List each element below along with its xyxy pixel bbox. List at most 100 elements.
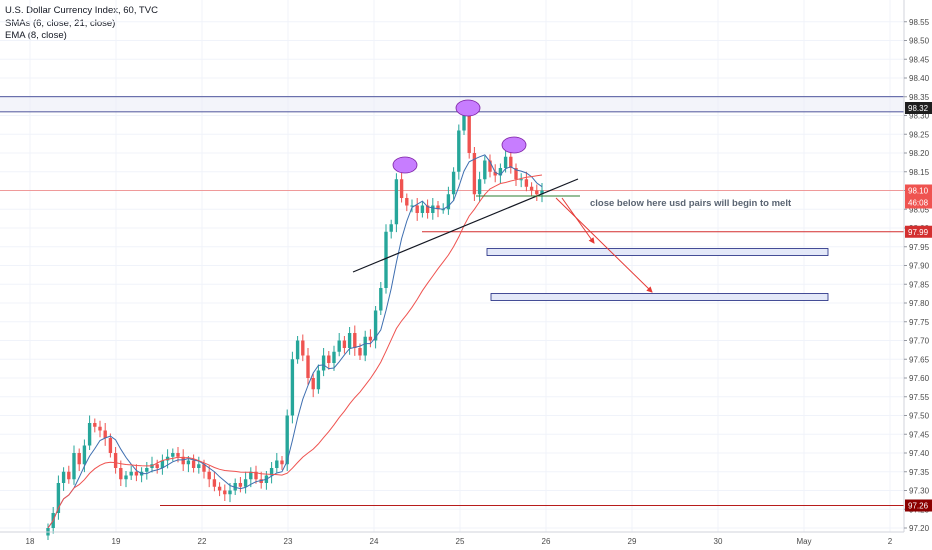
x-tick-label: 25	[456, 537, 465, 546]
drawings[interactable]: close below here usd pairs will begin to…	[352, 99, 792, 293]
candle-body	[425, 205, 430, 213]
candle-body	[134, 471, 139, 476]
candle-body	[82, 445, 87, 465]
candle-body	[509, 156, 513, 168]
legend-ema: EMA (8, close)	[5, 30, 67, 41]
y-tick-label: 98.15	[909, 168, 930, 177]
candle-body	[212, 479, 217, 487]
chart-legend: U.S. Dollar Currency Index, 60, TVC SMAs…	[5, 5, 158, 43]
candles	[46, 104, 544, 540]
moving-averages	[47, 154, 543, 529]
y-tick-label: 97.55	[909, 393, 930, 402]
candle-body	[223, 490, 227, 495]
left-shoulder-marker	[392, 156, 418, 174]
price-tag-label: 97.99	[908, 228, 929, 237]
candle-body	[493, 171, 497, 176]
candle-body	[405, 198, 409, 206]
candle-body	[519, 179, 523, 181]
y-tick-label: 97.80	[909, 299, 930, 308]
y-tick-label: 97.35	[909, 468, 930, 477]
candle-body	[477, 179, 482, 195]
y-tick-label: 98.50	[909, 37, 930, 46]
candle-body	[389, 224, 393, 232]
x-tick-label: 30	[714, 537, 723, 546]
candle-body	[363, 336, 367, 356]
candle-body	[332, 351, 336, 363]
price-tag	[905, 102, 932, 114]
candle-body	[243, 479, 248, 487]
y-tick-label: 98.40	[909, 74, 930, 83]
candle-body	[176, 453, 180, 457]
candle-body	[56, 483, 61, 513]
candle-body	[379, 288, 383, 311]
candle-body	[61, 471, 66, 483]
candle-body	[368, 336, 373, 341]
y-tick-label: 97.20	[909, 524, 930, 533]
candle-body	[191, 460, 196, 468]
candle-body	[420, 205, 425, 213]
candle-body	[77, 453, 81, 465]
candle-body	[233, 483, 237, 491]
candle-body	[207, 471, 211, 480]
price-tag-label: 97.26	[908, 502, 929, 511]
candle-body	[462, 111, 466, 131]
annotation-text: close below here usd pairs will begin to…	[590, 198, 792, 209]
arrow-long	[555, 197, 653, 293]
candle-body	[441, 209, 445, 211]
price-tag	[905, 184, 932, 197]
x-tick-label: 23	[284, 537, 293, 546]
x-tick-label: 24	[370, 537, 379, 546]
price-tag-label: 98.10	[908, 187, 929, 196]
candle-body	[321, 355, 326, 371]
candle-body	[446, 194, 451, 210]
x-tick-label: 26	[542, 537, 551, 546]
arrow-short	[561, 197, 595, 244]
candle-body	[394, 179, 399, 225]
candle-body	[488, 160, 492, 172]
candle-body	[145, 468, 149, 472]
candle-body	[399, 179, 404, 198]
candle-body	[280, 460, 284, 465]
legend-sma: SMAs (6, close, 21, close)	[5, 17, 116, 29]
price-axis[interactable]: 98.55 98.50 98.45 98.40 98.35 98.30 98.25 98.20…	[903, 0, 932, 533]
trendline	[352, 178, 579, 273]
candle-body	[197, 464, 201, 468]
price-tag	[905, 225, 932, 238]
candle-body	[113, 453, 118, 468]
candle-body	[202, 464, 206, 472]
candle-body	[451, 171, 456, 195]
candle-body	[186, 460, 191, 465]
candle-body	[498, 168, 503, 176]
target-zone	[486, 248, 829, 256]
y-tick-label: 98.45	[909, 55, 930, 64]
target-zones[interactable]	[486, 248, 829, 301]
candle-body	[87, 423, 92, 446]
price-tag	[905, 196, 932, 209]
candle-body	[306, 355, 310, 378]
candle-body	[259, 479, 263, 483]
sma-slow-line	[47, 174, 543, 529]
price-tag-label: 46:08	[908, 199, 929, 208]
time-axis[interactable]: 18 19 22 23 24 25 26 29 30 May 2	[0, 531, 904, 546]
candle-body	[228, 490, 232, 495]
candle-body	[155, 464, 159, 468]
price-tag	[905, 499, 932, 512]
candle-body	[514, 168, 518, 180]
candle-body	[540, 190, 544, 195]
resistance-band	[0, 96, 904, 112]
candle-body	[269, 468, 274, 476]
horizontal-lines	[0, 96, 904, 506]
candle-body	[275, 460, 279, 468]
y-tick-label: 98.55	[909, 18, 930, 27]
candle-body	[108, 438, 113, 453]
x-tick-label: 19	[112, 537, 121, 546]
candle-body	[358, 348, 362, 356]
x-tick-label: 22	[198, 537, 207, 546]
candle-body	[384, 231, 388, 288]
candle-body	[290, 359, 295, 416]
candle-body	[347, 333, 352, 348]
price-tag-label: 98.32	[908, 104, 929, 113]
grid	[0, 0, 904, 532]
y-tick-label: 97.30	[909, 487, 930, 496]
